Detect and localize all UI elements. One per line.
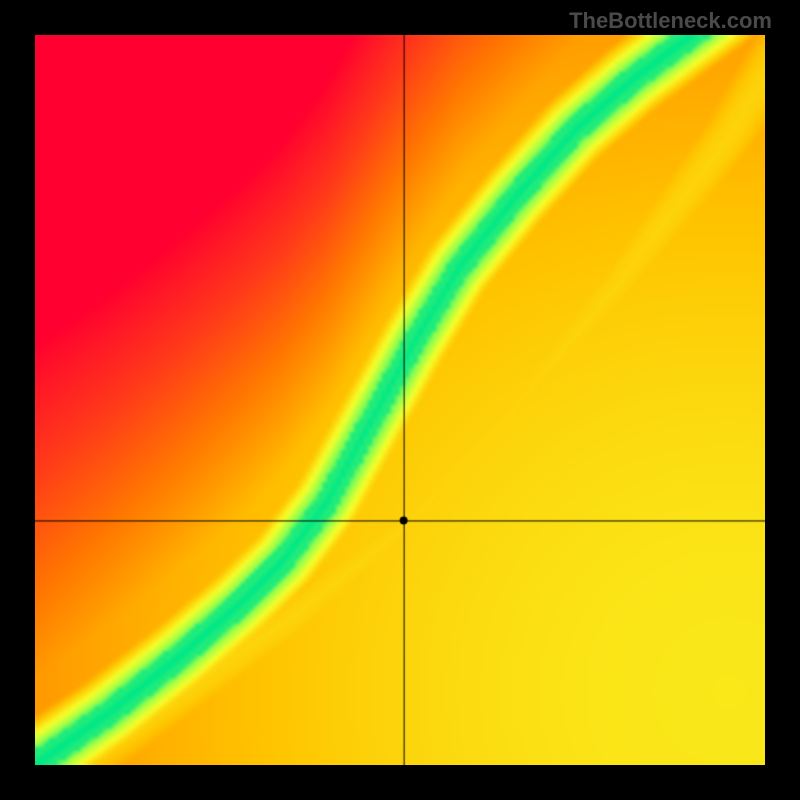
bottleneck-heatmap bbox=[35, 35, 765, 765]
chart-container: TheBottleneck.com bbox=[0, 0, 800, 800]
watermark-text: TheBottleneck.com bbox=[569, 8, 772, 34]
